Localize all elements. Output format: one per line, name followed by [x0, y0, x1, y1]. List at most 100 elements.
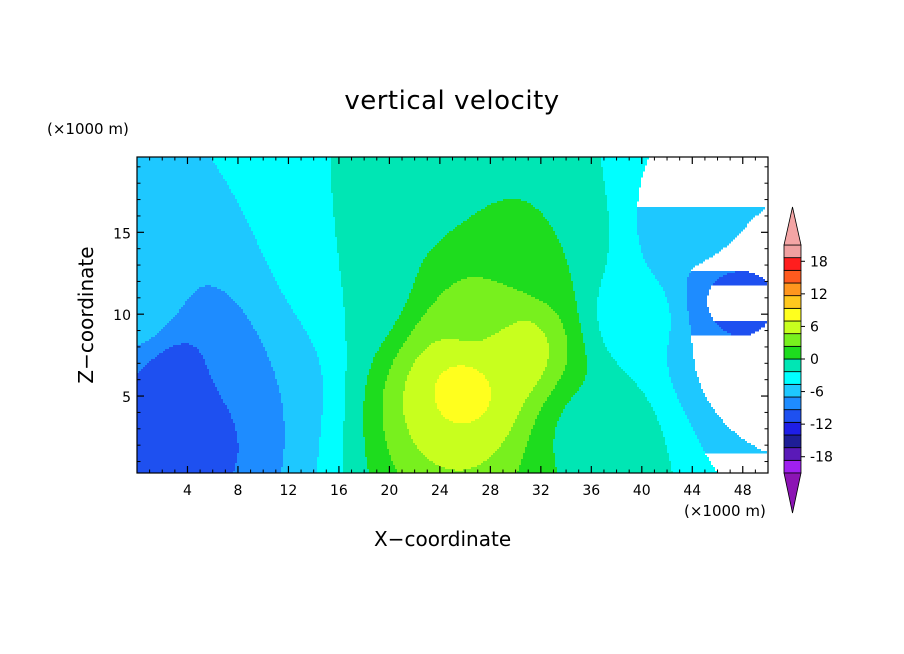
contour-cell	[429, 345, 549, 348]
contour-cell	[541, 409, 563, 412]
contour-cell	[271, 361, 319, 364]
contour-cell	[565, 407, 653, 410]
contour-cell	[541, 407, 565, 410]
contour-cell	[555, 435, 663, 438]
contour-cell	[137, 395, 221, 398]
contour-cell	[607, 259, 645, 262]
contour-cell	[405, 303, 433, 306]
contour-cell	[307, 333, 345, 336]
contour-cell	[531, 391, 551, 394]
contour-cell	[583, 339, 603, 342]
contour-cell	[637, 229, 743, 232]
contour-cell	[313, 345, 347, 348]
contour-cell	[607, 261, 645, 264]
contour-cell	[637, 221, 749, 224]
contour-cell	[387, 443, 415, 446]
contour-cell	[441, 413, 483, 416]
contour-cell	[403, 307, 429, 310]
contour-cell	[345, 415, 363, 418]
contour-cell	[321, 423, 343, 426]
contour-cell	[137, 191, 231, 194]
contour-cell	[137, 383, 215, 386]
contour-cell	[603, 337, 669, 340]
contour-cell	[559, 241, 609, 244]
contour-cell	[599, 287, 663, 290]
contour-cell	[403, 413, 441, 416]
contour-cell	[435, 383, 489, 386]
contour-cell	[363, 419, 383, 422]
contour-cell	[345, 381, 367, 384]
contour-cell	[571, 397, 647, 400]
contour-cell	[137, 403, 225, 406]
contour-cell	[619, 365, 667, 368]
contour-cell	[405, 341, 435, 344]
contour-cell	[323, 399, 345, 402]
contour-cell	[639, 387, 673, 390]
contour-cell	[285, 431, 321, 434]
contour-cell	[567, 341, 583, 344]
contour-cell	[343, 449, 365, 452]
contour-cell	[249, 223, 335, 226]
contour-cell	[549, 223, 609, 226]
contour-cell	[609, 223, 637, 226]
contour-cell	[271, 365, 321, 368]
contour-cell	[219, 171, 331, 174]
contour-cell	[141, 369, 209, 372]
contour-cell	[449, 287, 513, 290]
contour-cell	[567, 363, 587, 366]
contour-cell	[639, 235, 737, 238]
contour-cell	[345, 307, 403, 310]
contour-cell	[369, 469, 397, 472]
contour-cell	[393, 361, 415, 364]
contour-cell	[575, 291, 599, 294]
contour-cell	[365, 399, 383, 402]
contour-cell	[583, 337, 603, 340]
contour-cell	[487, 407, 521, 410]
contour-cell	[687, 305, 707, 308]
contour-cell	[477, 369, 545, 372]
contour-cell	[157, 333, 257, 336]
contour-cell	[343, 435, 363, 438]
contour-cell	[415, 359, 547, 362]
contour-cell	[235, 463, 283, 466]
contour-cell	[137, 279, 275, 282]
contour-cell	[285, 433, 321, 436]
contour-cell	[403, 405, 437, 408]
contour-cell	[215, 385, 279, 388]
contour-cell	[137, 225, 249, 228]
contour-cell	[427, 255, 565, 258]
contour-cell	[137, 323, 167, 326]
contour-cell	[393, 463, 435, 466]
contour-cell	[667, 355, 693, 358]
contour-cell	[583, 333, 601, 336]
contour-cell	[617, 361, 667, 364]
contour-cell	[335, 233, 447, 236]
contour-cell	[231, 189, 331, 192]
contour-cell	[547, 365, 565, 368]
y-tick-label: 10	[113, 308, 131, 324]
x-tick-label: 40	[633, 483, 651, 499]
contour-cell	[651, 269, 691, 272]
contour-cell	[373, 357, 395, 360]
contour-cell	[713, 283, 767, 286]
contour-cell	[553, 441, 665, 444]
contour-cell	[647, 265, 695, 268]
contour-cell	[565, 405, 651, 408]
contour-cell	[345, 335, 387, 338]
contour-cell	[567, 403, 651, 406]
contour-cell	[641, 247, 723, 250]
contour-cell	[673, 387, 701, 390]
contour-cell	[463, 221, 549, 224]
contour-cell	[691, 423, 725, 426]
contour-cell	[435, 399, 491, 402]
contour-cell	[319, 439, 343, 442]
contour-cell	[341, 277, 415, 280]
contour-cell	[169, 347, 197, 350]
contour-cell	[219, 393, 281, 396]
contour-cell	[407, 339, 441, 342]
contour-cell	[319, 447, 343, 450]
x-axis-ticks: 4 8 12 16 20 24 28 32 36 40 44 48	[149, 157, 756, 499]
contour-cell	[321, 425, 343, 428]
contour-cell	[587, 367, 621, 370]
contour-cell	[489, 385, 535, 388]
